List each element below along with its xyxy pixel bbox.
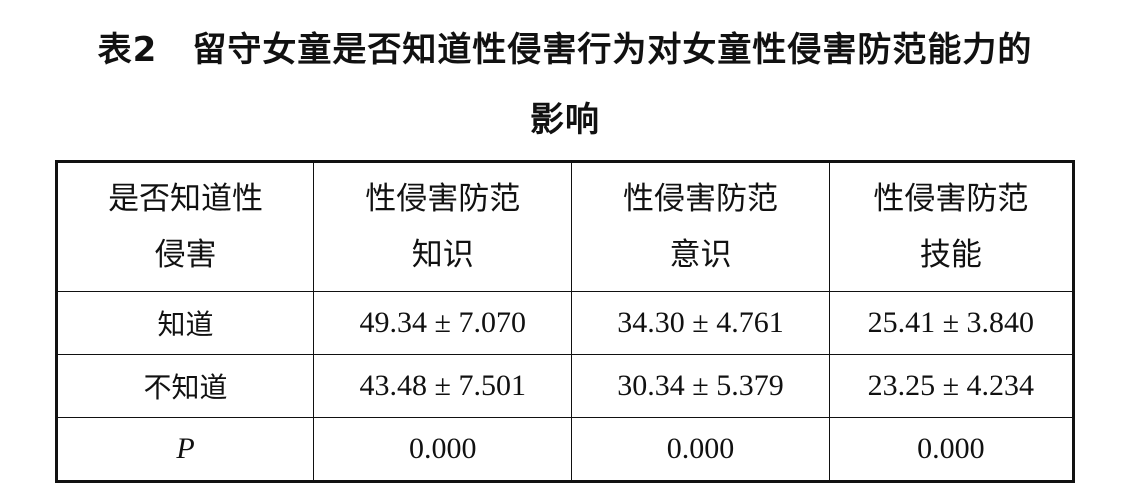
header-cell: 性侵害防范 意识 [571,161,830,292]
table-cell: 23.25 ± 4.234 [828,354,1075,418]
table-caption-line1: 表2 留守女童是否知道性侵害行为对女童性侵害防范能力的 [97,30,1033,70]
header-cell: 性侵害防范 知识 [313,161,573,292]
table-cell: 34.30 ± 4.761 [571,291,830,355]
table-cell: 43.48 ± 7.501 [313,354,573,418]
row-label: 不知道 [55,354,315,418]
header-text: 知识 [411,237,474,273]
row-label: P [55,417,315,482]
header-text: 意识 [669,237,732,273]
header-text: 性侵害防范 [623,181,779,217]
data-table: 是否知道性侵害 性侵害防范知识 性侵害防范意识 性侵害防范技能 知道 49.34… [55,160,1075,483]
table-row: 知道 49.34 ± 7.070 34.30 ± 4.761 25.41 ± 3… [55,291,1075,355]
table-cell: 25.41 ± 3.840 [828,291,1075,355]
header-text: 是否知道性 [108,181,264,217]
header-cell: 性侵害防范 技能 [828,161,1075,292]
header-row: 是否知道性侵害 性侵害防范知识 性侵害防范意识 性侵害防范技能 [55,161,1075,292]
table-cell: 0.000 [571,417,830,482]
table-cell: 49.34 ± 7.070 [313,291,573,355]
table-cell: 0.000 [313,417,573,482]
header-text: 侵害 [154,237,217,273]
header-text: 性侵害防范 [873,181,1029,217]
table-row: P 0.000 0.000 0.000 [55,417,1075,482]
table-cell: 30.34 ± 5.379 [571,354,830,418]
table-cell: 0.000 [828,417,1075,482]
table-caption-line2: 影响 [530,100,600,140]
header-cell: 是否知道性 侵害 [55,161,315,292]
row-label: 知道 [55,291,315,355]
header-text: 技能 [919,237,982,273]
header-text: 性侵害防范 [365,181,521,217]
table-row: 不知道 43.48 ± 7.501 30.34 ± 5.379 23.25 ± … [55,354,1075,418]
